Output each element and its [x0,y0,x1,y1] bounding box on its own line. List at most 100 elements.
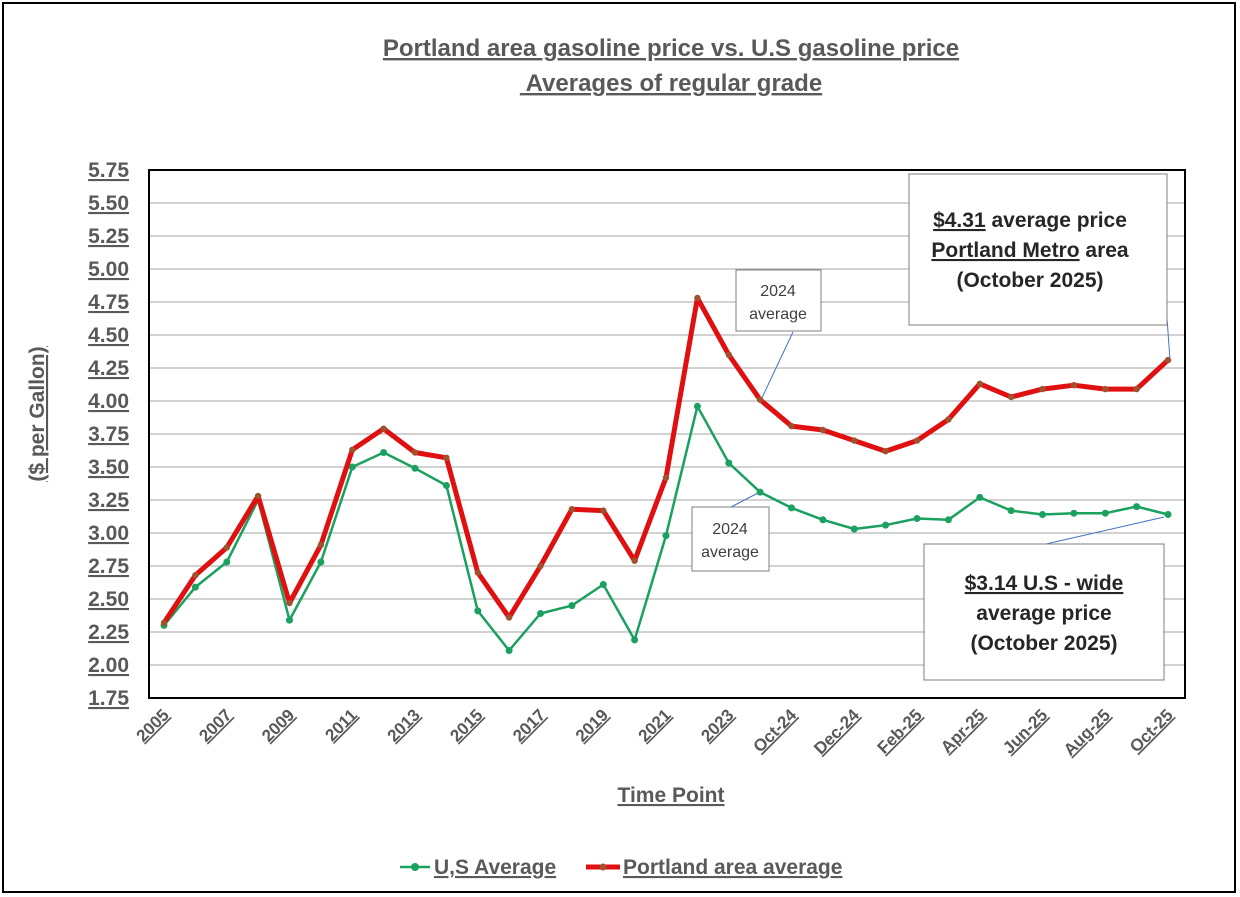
y-axis-label: ($ per Gallon) [26,346,49,481]
data-point-portland [851,437,858,444]
data-point-portland [411,449,419,456]
callout-text-line3: (October 2025) [956,269,1103,292]
x-tick-label: 2019 [572,705,612,745]
data-point-us [725,459,733,467]
leader-line [730,491,761,508]
data-point-us [976,493,984,501]
data-point-us [1133,503,1141,511]
y-tick-label: 4.00 [88,390,129,413]
leader-line [759,331,794,403]
y-tick-label: 3.75 [88,423,129,446]
data-point-us [819,516,827,524]
callout-box [691,506,770,572]
data-point-us [850,525,858,533]
callout-text-line2: average [701,544,759,561]
legend-item-portland: Portland area average [586,856,842,879]
data-point-us [631,636,639,644]
y-tick-label: 1.75 [88,687,129,710]
y-tick-label: 4.25 [88,357,129,380]
data-point-portland [286,599,293,607]
x-tick-label: 2017 [509,705,549,745]
y-tick-label: 5.75 [88,159,129,182]
data-point-portland [913,437,921,444]
y-tick-label: 2.75 [88,555,129,578]
data-point-portland [254,492,262,500]
data-point-portland [1070,382,1078,389]
legend-item-us: U,S Average [400,856,556,879]
data-point-portland [945,416,952,423]
data-point-us [191,583,199,591]
x-axis-label: Time Point [618,784,725,807]
data-point-portland [976,380,983,387]
data-point-us [944,516,952,524]
area-name: Portland Metro [931,239,1079,262]
data-point-portland [380,425,387,432]
y-tick-label: 3.25 [88,489,129,512]
x-tick-label: 2013 [384,705,424,745]
data-point-portland [1102,385,1109,393]
data-point-us [1164,511,1172,518]
y-tick-label: 2.50 [88,588,129,611]
x-tick-label: 2021 [635,705,675,745]
series-portland [160,294,1172,626]
data-point-us [1007,507,1015,515]
x-tick-label: Apr-25 [937,705,989,757]
data-point-us [223,558,231,566]
data-point-portland [317,541,325,549]
data-point-portland [756,396,764,403]
data-point-us [882,521,890,529]
x-tick-label: Feb-25 [874,705,926,757]
callout-text-line1: 2024 [712,521,748,538]
y-tick-label: 2.25 [88,621,129,644]
legend-swatch-us-marker [411,863,419,871]
data-point-us [788,504,795,512]
data-point-us [1101,509,1109,517]
x-tick-label: Aug-25 [1060,705,1114,759]
data-point-portland [568,506,576,513]
data-point-us [913,515,921,522]
data-point-us [317,558,325,566]
data-point-portland [1039,385,1046,393]
callout-text-line1: 2024 [760,283,796,300]
x-tick-label: 2015 [446,705,486,745]
callout-us-2024: 2024 average [691,491,770,572]
data-point-us [599,581,607,588]
callout-portland-latest: $4.31 average price Portland Metro area … [908,173,1171,361]
x-tick-label: 2011 [322,705,362,745]
data-point-us [1070,509,1078,517]
data-point-portland [349,446,356,453]
x-tick-label: 2007 [195,705,235,745]
area-suffix: area [1080,239,1129,262]
data-point-portland [662,474,670,481]
y-tick-label: 5.00 [88,258,129,281]
legend-label-us: U,S Average [434,856,556,879]
chart-subtitle: Averages of regular grade [520,70,822,97]
data-point-portland [505,614,513,621]
legend-label-portland: Portland area average [623,856,842,879]
y-axis-ticks: 1.75 2.00 2.25 2.50 2.75 3.00 3.25 3.50 3.75 4.00… [88,159,129,710]
data-point-portland [725,351,732,358]
data-point-us [662,532,670,540]
data-point-portland [192,572,199,579]
data-point-us [442,482,450,489]
data-point-portland [223,544,230,551]
data-point-portland [1133,385,1140,393]
data-point-portland [474,569,481,576]
data-point-us [380,449,388,456]
data-point-portland [537,562,544,570]
leader-line [1045,516,1165,545]
y-tick-label: 5.25 [88,225,129,248]
x-tick-label: Dec-24 [810,705,863,758]
y-tick-label: 5.50 [88,192,129,215]
callout-text-line3: (October 2025) [970,632,1117,655]
callout-box [735,269,822,332]
x-tick-label: Oct-24 [749,705,800,756]
data-point-portland [443,454,450,461]
x-axis-ticks: 2005 2007 2009 2011 2013 2015 2017 2019 2021 2023… [133,705,1177,760]
callout-portland-2024: 2024 average [735,269,822,403]
series-layer [160,294,1172,654]
callout-text-line1: $3.14 U.S - wide [965,572,1124,595]
data-point-us [568,602,576,610]
data-point-portland [694,294,701,302]
plot-area-border [148,169,1186,699]
